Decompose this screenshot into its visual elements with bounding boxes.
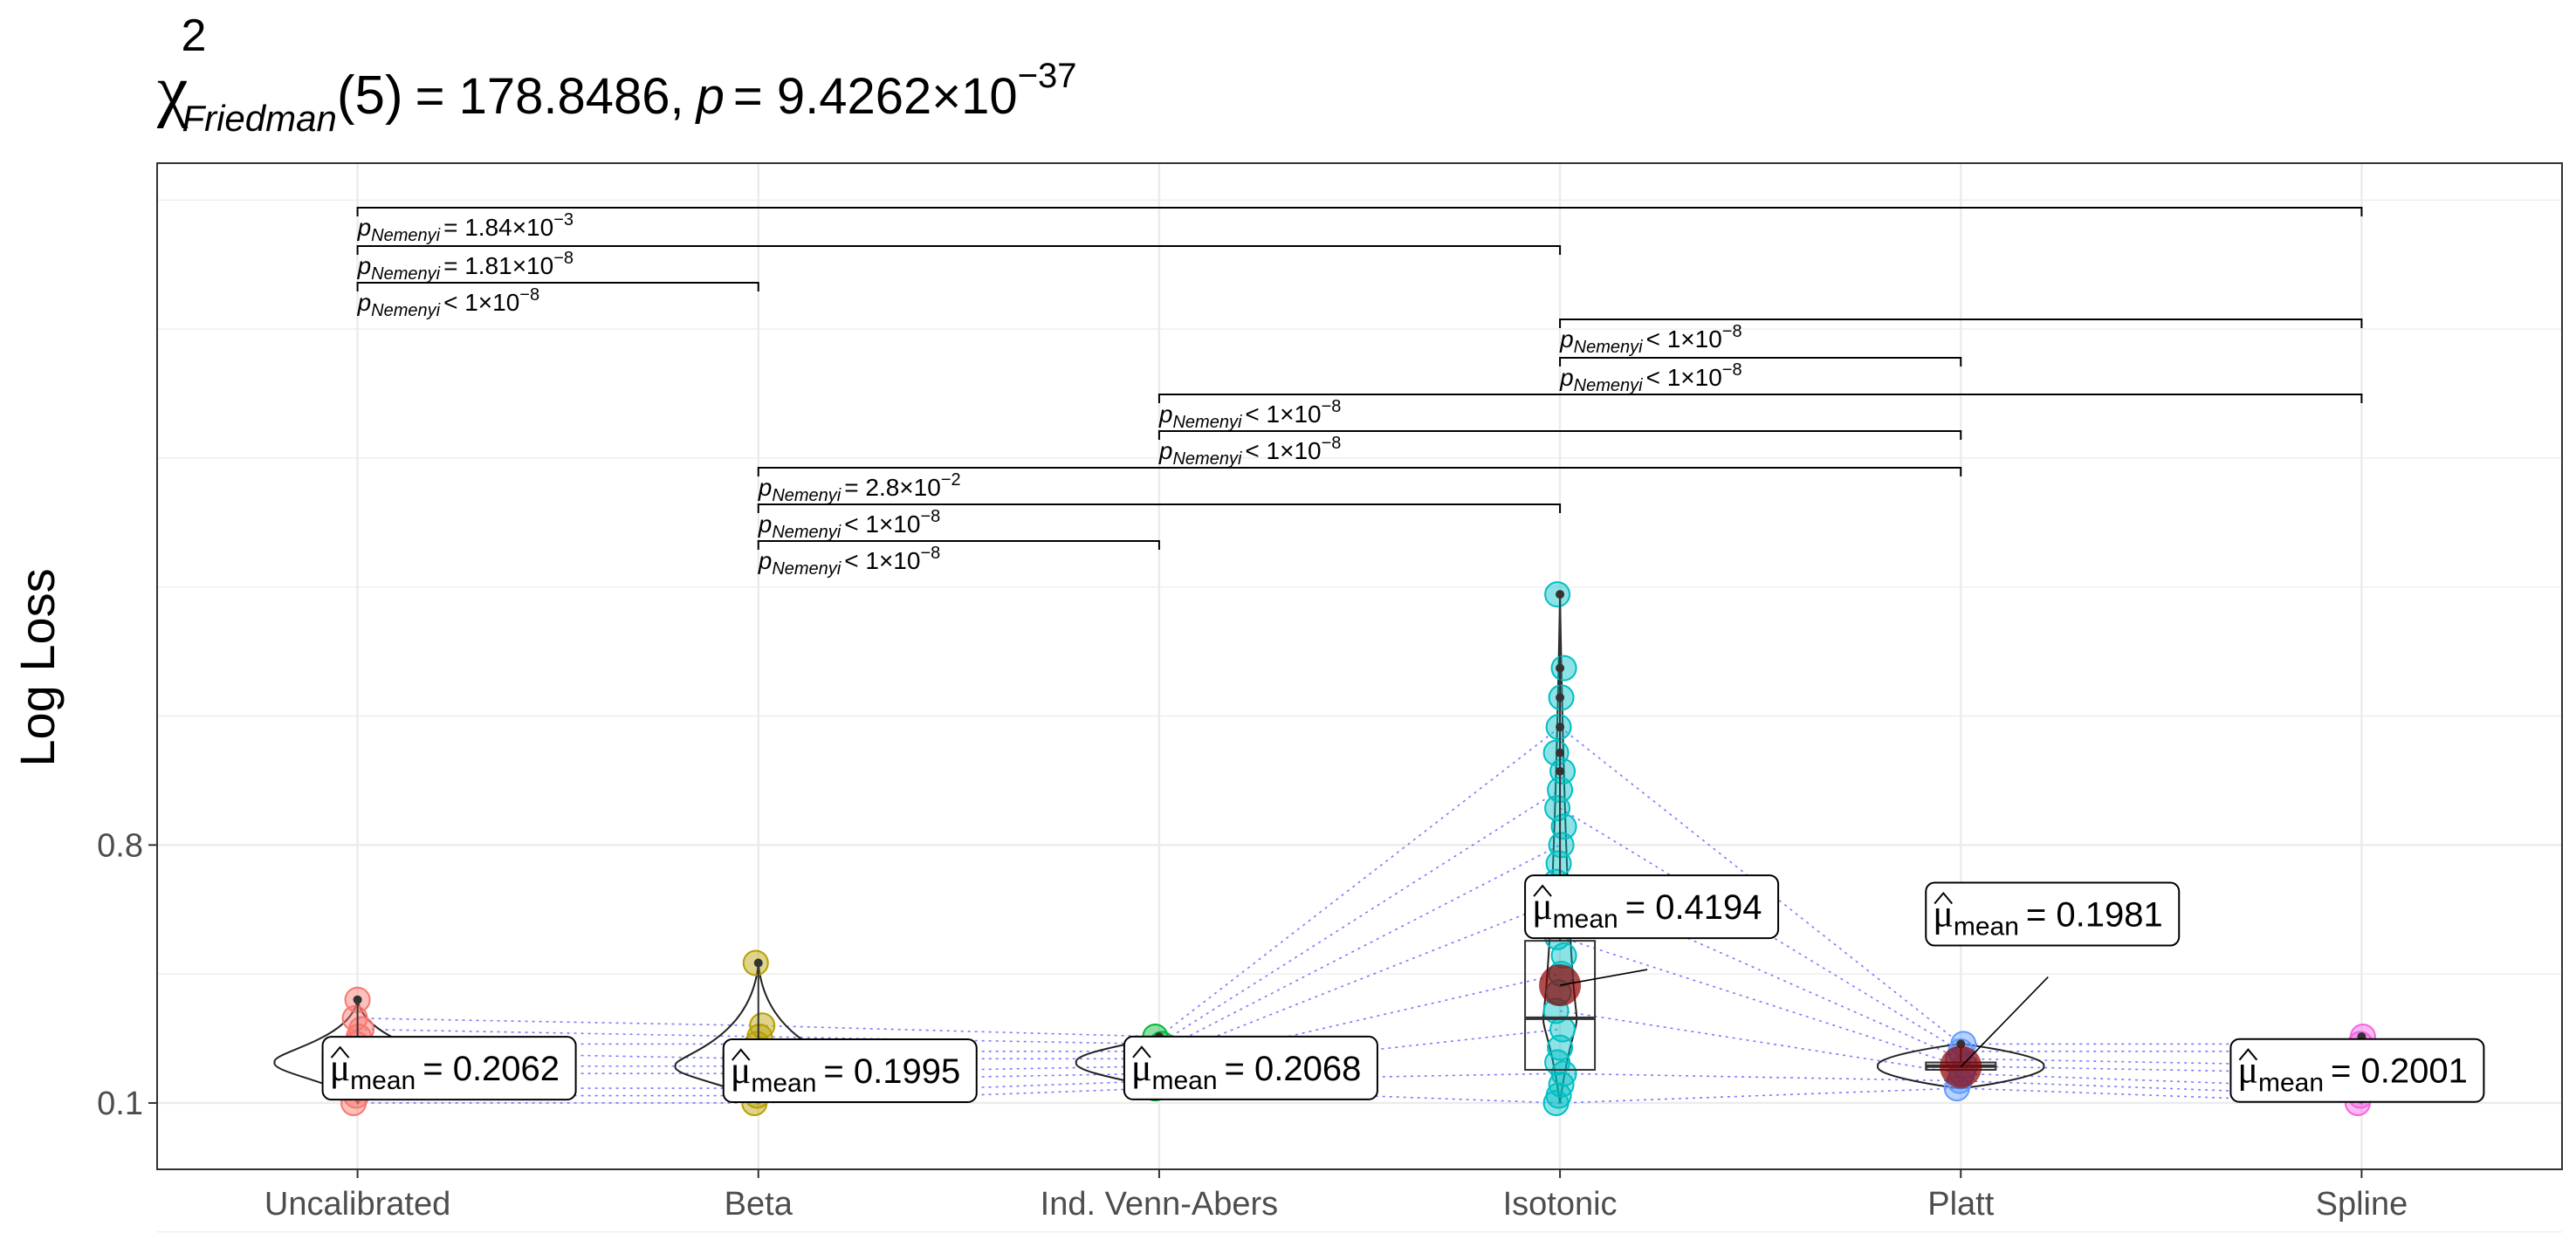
x-tick-label: Beta (725, 1186, 793, 1223)
paired-line (1158, 789, 1561, 1045)
y-tick-label: 0.8 (97, 827, 143, 864)
pairwise-bracket (757, 504, 1562, 513)
title-sup: 2 (182, 10, 207, 61)
title-sub: Friedman (182, 98, 336, 139)
mean-label-box (1524, 874, 1780, 940)
pairwise-bracket (1559, 357, 1962, 367)
pairwise-bracket (1559, 319, 2363, 328)
paired-line (1158, 899, 1561, 1060)
title-pvalue: = 9.4262×10 (733, 68, 1018, 125)
pairwise-label: pNemenyi < 1×10−8 (1559, 322, 1742, 357)
mean-label-layer: μmean = 0.2062 μmean = 0.1995 μmean = 0.2068 μ… (321, 874, 2485, 1103)
mean-label-box (2229, 1038, 2485, 1103)
paired-line (357, 1017, 759, 1027)
x-tick-label: Isotonic (1503, 1186, 1618, 1223)
paired-line (758, 1024, 1159, 1038)
pairwise-bracket (757, 467, 1962, 476)
violin-layer (273, 594, 2446, 1106)
pairwise-label: pNemenyi < 1×10−8 (1158, 397, 1342, 432)
pairwise-label: pNemenyi < 1×10−8 (758, 507, 941, 542)
pairwise-bracket (356, 282, 759, 291)
pairwise-bracket (1157, 394, 2363, 403)
mean-hat (1533, 884, 1552, 897)
pairwise-label: pNemenyi = 1.84×10−3 (357, 210, 574, 245)
pairwise-bracket (356, 207, 2363, 216)
paired-line (1559, 880, 1961, 1060)
mean-label: μmean = 0.4194 (1532, 885, 1762, 934)
outlier-point (1556, 590, 1565, 599)
connecting-lines-layer (357, 726, 2362, 1104)
chart-title: χ2 Friedman(5) = 178.8486, p = 9.4262×10−37 (156, 10, 1077, 139)
outlier-point (353, 995, 362, 1004)
outlier-point (1556, 766, 1565, 776)
pairwise-bracket (757, 540, 1160, 550)
paired-line (1158, 1028, 1561, 1074)
title-stat: = 178.8486, (416, 68, 684, 125)
data-point (1545, 1082, 1572, 1109)
box (1524, 940, 1597, 1071)
mean-label-box (1925, 881, 2181, 947)
title-df: (5) (337, 65, 403, 126)
paired-line (1559, 807, 1961, 1052)
title-chi: χ (156, 52, 189, 129)
paired-line (1559, 1010, 1961, 1074)
pairwise-label: pNemenyi < 1×10−8 (758, 544, 941, 579)
mean-label: μmean = 0.2068 (1131, 1046, 1361, 1095)
outlier-point (753, 958, 763, 968)
paired-line (357, 1028, 759, 1038)
paired-line (1158, 973, 1561, 1067)
x-tick-label: Uncalibrated (264, 1186, 450, 1223)
pairwise-bracket (356, 245, 1562, 255)
mean-hat (1934, 891, 1954, 905)
mean-label: μmean = 0.1995 (731, 1049, 960, 1098)
mean-label: μmean = 0.1981 (1933, 893, 2162, 942)
mean-label: μmean = 0.2062 (330, 1046, 560, 1095)
mean-leader (1559, 969, 1648, 986)
x-tick-label: Ind. Venn-Abers (1041, 1186, 1279, 1223)
pairwise-label: pNemenyi < 1×10−8 (1158, 434, 1342, 469)
mean-hat (731, 1048, 751, 1061)
data-point (1548, 1071, 1575, 1098)
outlier-point (1556, 723, 1565, 732)
pairwise-label: pNemenyi < 1×10−8 (1559, 360, 1742, 395)
mean-label-box (321, 1036, 577, 1101)
box-layer (321, 590, 2398, 1088)
mean-label-box (722, 1038, 978, 1103)
x-tick-label: Spline (2316, 1186, 2408, 1223)
pairwise-label: pNemenyi = 2.8×10−2 (758, 470, 961, 505)
pairwise-bracket (1157, 430, 1962, 440)
mean-leader (1960, 976, 2049, 1068)
mean-hat (330, 1045, 350, 1058)
y-axis-label: Log Loss (10, 568, 65, 766)
paired-line (1559, 936, 1961, 1067)
axis-layer: 0.1 0.8 Uncalibrated Beta Ind. Venn-Abers Iso… (97, 827, 2408, 1223)
panel-border (156, 162, 2563, 1170)
paired-line (1559, 726, 1961, 1045)
mean-hat (2238, 1048, 2258, 1061)
pairwise-label: pNemenyi < 1×10−8 (357, 285, 540, 320)
outlier-point (1556, 748, 1565, 757)
x-tick-label: Platt (1927, 1186, 1994, 1223)
outlier-point (1556, 663, 1565, 673)
mean-label: μmean = 0.2001 (2237, 1049, 2467, 1098)
mean-hat (1132, 1045, 1151, 1058)
outlier-point (1556, 693, 1565, 702)
paired-line (1158, 844, 1561, 1052)
title-pexp: −37 (1018, 57, 1077, 95)
paired-line (1560, 1087, 1961, 1104)
mean-label-box (1123, 1035, 1378, 1100)
title-p: p (695, 68, 725, 125)
violin-isotonic (1542, 594, 1578, 1104)
points-layer (340, 581, 2379, 1116)
violin-platt (1877, 1043, 2045, 1090)
data-point (749, 1012, 776, 1039)
paired-line (1158, 726, 1561, 1038)
y-tick-label: 0.1 (97, 1086, 143, 1122)
pairwise-label: pNemenyi = 1.81×10−8 (357, 249, 574, 284)
